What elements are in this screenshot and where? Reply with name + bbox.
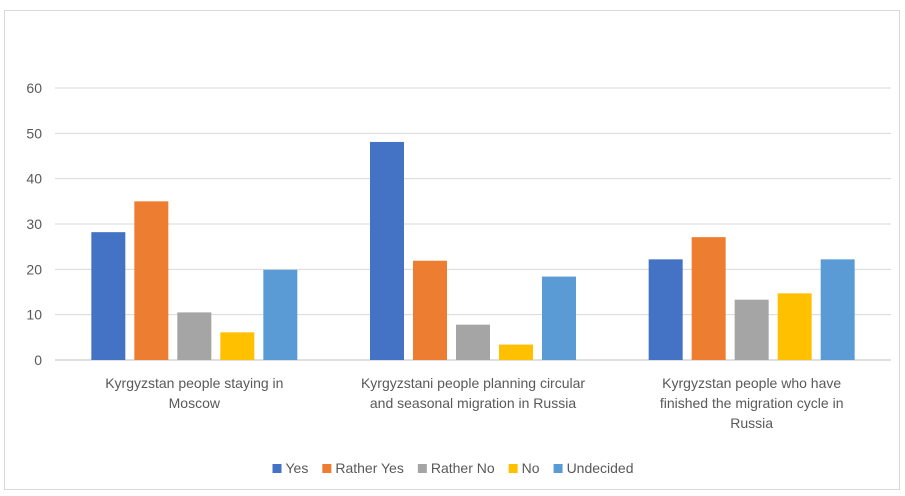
legend-label: Yes (286, 460, 309, 476)
bar-undecided (542, 276, 576, 360)
legend-label: Undecided (567, 460, 634, 476)
x-category-label: Kyrgyzstan people who have finished the m… (660, 375, 844, 431)
y-tick-label: 40 (26, 171, 42, 187)
x-category-label-line: and seasonal migration in Russia (370, 395, 576, 411)
bar-chart: 0 10 20 30 40 50 60 Kyrgyzstan people staying … (26, 80, 891, 476)
x-category-label-line: finished the migration cycle in (660, 395, 844, 411)
bar-rather-yes (134, 201, 169, 360)
bar-rather-yes (691, 237, 726, 360)
bar-rather-no (456, 324, 490, 360)
y-tick-label: 20 (26, 261, 42, 277)
chart-frame: 0 10 20 30 40 50 60 Kyrgyzstan people staying … (4, 10, 900, 490)
y-tick-label: 0 (34, 352, 42, 368)
legend-swatch-rather-yes (322, 464, 332, 473)
bar-undecided (263, 269, 298, 360)
bar-no (777, 293, 812, 360)
x-category-label-line: Kyrgyzstan people who have (662, 375, 841, 391)
legend-swatch-yes (272, 464, 282, 473)
x-category-label: Kyrgyzstani people planning circular and … (361, 375, 585, 411)
y-tick-label: 30 (26, 216, 42, 232)
x-category-label-line: Moscow (169, 395, 221, 411)
legend-swatch-undecided (553, 464, 563, 473)
y-tick-label: 50 (26, 125, 42, 141)
legend-label: Rather Yes (335, 460, 404, 476)
bar-rather-yes (413, 260, 447, 360)
legend: Yes Rather Yes Rather No No Undecided (272, 460, 634, 476)
x-category-label-line: Kyrgyzstan people staying in (105, 375, 283, 391)
bar-undecided (820, 259, 855, 360)
bar-no (220, 332, 255, 360)
bars (91, 141, 855, 360)
legend-swatch-no (508, 464, 518, 473)
legend-swatch-rather-no (417, 464, 427, 473)
legend-label: Rather No (431, 460, 495, 476)
x-category-label-line: Kyrgyzstani people planning circular (361, 375, 585, 391)
bar-yes (370, 141, 404, 360)
legend-label: No (522, 460, 540, 476)
x-category-label: Kyrgyzstan people staying in Moscow (105, 375, 283, 411)
bar-no (499, 344, 533, 360)
bar-rather-no (177, 312, 212, 360)
x-category-label-line: Russia (730, 415, 773, 431)
bar-rather-no (734, 299, 769, 360)
x-axis-category-labels: Kyrgyzstan people staying in MoscowKyrgyz… (105, 375, 843, 431)
bar-yes (91, 232, 126, 360)
y-tick-label: 10 (26, 307, 42, 323)
bar-yes (648, 259, 683, 360)
y-tick-label: 60 (26, 80, 42, 96)
y-axis-tick-labels: 0 10 20 30 40 50 60 (26, 80, 42, 368)
